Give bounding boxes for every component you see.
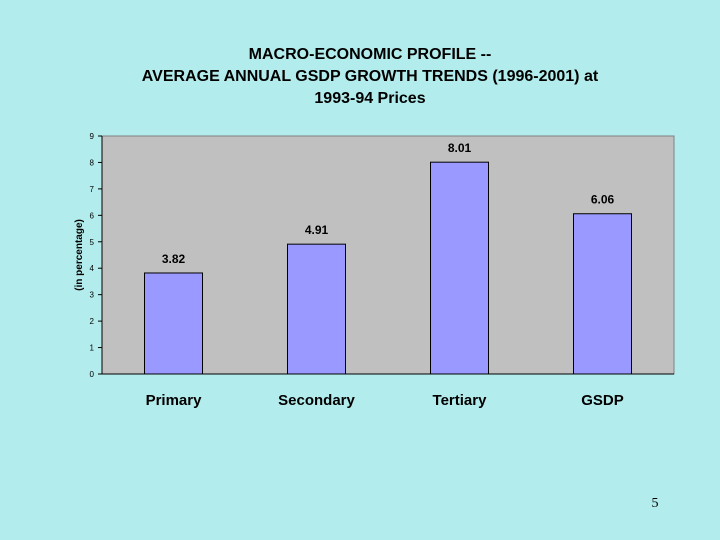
y-tick-label: 4 (90, 264, 95, 273)
x-tick-label-tertiary: Tertiary (433, 392, 488, 409)
y-tick-label: 9 (90, 132, 95, 141)
x-tick-label-secondary: Secondary (278, 392, 355, 409)
data-label-tertiary: 8.01 (448, 141, 472, 155)
y-tick-label: 3 (90, 291, 95, 300)
x-tick-label-gsdp: GSDP (581, 392, 624, 409)
chart-title-line-2: AVERAGE ANNUAL GSDP GROWTH TRENDS (1996-… (141, 68, 599, 85)
y-tick-label: 5 (90, 238, 95, 247)
y-tick-label: 1 (90, 344, 95, 353)
page-number: 5 (651, 496, 659, 511)
data-label-secondary: 4.91 (305, 223, 329, 237)
y-tick-label: 7 (90, 185, 95, 194)
y-tick-label: 0 (90, 370, 95, 379)
chart-title-line-3: 1993-94 Prices (314, 90, 426, 107)
y-axis-label: (in percentage) (74, 219, 85, 291)
x-tick-label-primary: Primary (146, 392, 203, 409)
bar-gsdp (573, 213, 632, 375)
data-label-primary: 3.82 (162, 252, 186, 266)
y-tick-label: 2 (90, 317, 95, 326)
y-tick-label: 6 (90, 211, 95, 220)
chart-title-line-1: MACRO-ECONOMIC PROFILE -- (248, 46, 492, 63)
data-label-gsdp: 6.06 (591, 193, 615, 207)
bar-secondary (287, 243, 346, 375)
bar-tertiary (430, 161, 489, 375)
bar-primary (144, 272, 203, 375)
chart-title: MACRO-ECONOMIC PROFILE -- AVERAGE ANNUAL… (80, 44, 660, 110)
y-tick-label: 8 (90, 158, 95, 167)
